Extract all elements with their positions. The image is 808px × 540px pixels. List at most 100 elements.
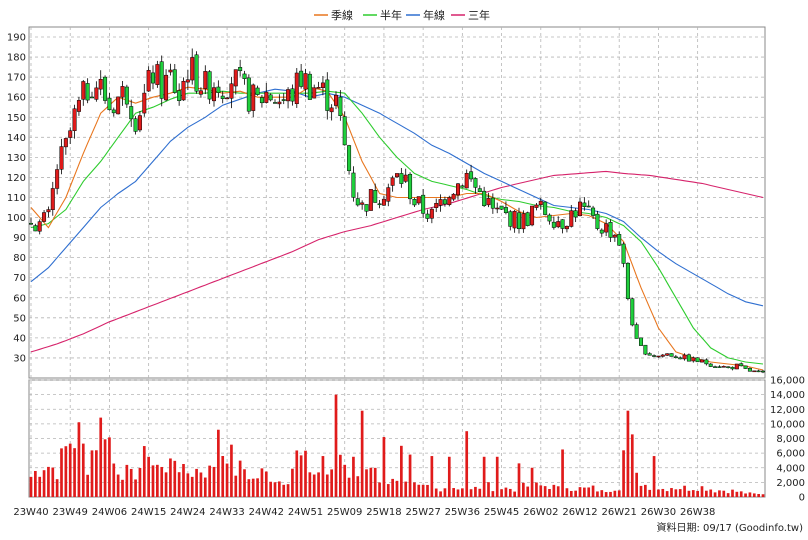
volume-bar bbox=[465, 431, 469, 497]
volume-bar bbox=[47, 466, 50, 497]
volume-tick-label: 8,000 bbox=[776, 434, 805, 445]
candle-down bbox=[647, 353, 652, 356]
volume-bar bbox=[404, 481, 408, 497]
time-tick-label: 25W36 bbox=[445, 507, 480, 518]
candle-down bbox=[543, 201, 548, 215]
volume-bar bbox=[68, 443, 72, 497]
price-tick-label: 80 bbox=[13, 253, 26, 264]
candle-down bbox=[739, 363, 744, 367]
candle-up bbox=[190, 57, 195, 81]
volume-bar bbox=[217, 429, 220, 497]
volume-bar bbox=[317, 472, 320, 497]
candle-down bbox=[238, 67, 243, 72]
candle-down bbox=[717, 366, 722, 368]
price-tick-label: 50 bbox=[13, 313, 26, 324]
candle-down bbox=[617, 234, 622, 246]
candle-down bbox=[639, 337, 643, 346]
volume-bar bbox=[426, 484, 429, 497]
volume-bar bbox=[325, 474, 329, 497]
volume-bar bbox=[51, 467, 55, 497]
volume-bar bbox=[186, 473, 190, 497]
candle-up bbox=[368, 189, 373, 211]
volume-bar bbox=[495, 456, 499, 497]
candle-down bbox=[364, 204, 369, 212]
price-tick-label: 120 bbox=[7, 173, 26, 184]
volume-bar bbox=[644, 484, 647, 497]
volume-bar bbox=[308, 472, 312, 497]
candle-down bbox=[499, 205, 504, 210]
moving-average-lines bbox=[30, 86, 764, 371]
price-tick-label: 40 bbox=[13, 333, 26, 344]
volume-bar bbox=[195, 468, 198, 497]
candle-up bbox=[660, 354, 665, 357]
volume-bar bbox=[369, 467, 373, 497]
candle-down bbox=[377, 203, 382, 206]
price-tick-label: 130 bbox=[7, 153, 26, 164]
candle-down bbox=[338, 96, 343, 116]
volume-bar bbox=[705, 490, 708, 497]
candle-down bbox=[756, 370, 761, 373]
volume-bar bbox=[108, 437, 111, 497]
candle-up bbox=[168, 69, 173, 73]
candle-up bbox=[68, 130, 73, 138]
volume-bar bbox=[169, 458, 172, 497]
candle-up bbox=[495, 207, 500, 210]
candle-down bbox=[595, 213, 600, 229]
volume-tick-label: 10,000 bbox=[770, 419, 805, 430]
volume-tick-label: 14,000 bbox=[770, 390, 805, 401]
volume-bar bbox=[365, 469, 368, 497]
ma-half-line bbox=[30, 90, 764, 365]
candle-down bbox=[207, 71, 212, 100]
volume-bar bbox=[630, 434, 634, 497]
candle-down bbox=[246, 77, 251, 112]
volume-bar bbox=[661, 488, 665, 497]
candle-down bbox=[473, 178, 478, 188]
candle-up bbox=[63, 138, 68, 148]
volume-bar bbox=[256, 478, 259, 497]
volume-bar bbox=[434, 488, 438, 497]
volume-bar bbox=[517, 463, 521, 497]
candle-up bbox=[521, 213, 526, 230]
volume-bar bbox=[548, 488, 551, 497]
volume-bar bbox=[225, 463, 229, 497]
time-tick-label: 26W30 bbox=[641, 507, 676, 518]
volume-bar bbox=[539, 485, 543, 497]
volume-bar bbox=[478, 488, 482, 497]
volume-bar bbox=[700, 486, 704, 497]
candle-down bbox=[551, 221, 556, 228]
candle-down bbox=[85, 83, 90, 101]
volume-bar bbox=[443, 488, 447, 497]
volume-bar bbox=[600, 490, 604, 497]
volume-bar bbox=[343, 464, 347, 497]
volume-bar bbox=[103, 439, 107, 497]
candle-up bbox=[416, 196, 421, 204]
volume-bar bbox=[177, 472, 181, 497]
candle-up bbox=[116, 96, 121, 115]
volume-bar bbox=[264, 471, 268, 497]
volume-bar bbox=[474, 486, 477, 497]
candle-down bbox=[621, 243, 626, 264]
volume-bar bbox=[378, 482, 381, 497]
candle-down bbox=[599, 229, 604, 234]
candle-up bbox=[294, 72, 299, 104]
price-tick-label: 190 bbox=[7, 33, 26, 44]
volume-bar bbox=[591, 485, 595, 497]
candle-down bbox=[268, 94, 273, 101]
time-tick-label: 25W18 bbox=[366, 507, 401, 518]
volume-bar bbox=[29, 476, 33, 497]
volume-bar bbox=[125, 464, 129, 497]
price-tick-label: 140 bbox=[7, 133, 26, 144]
candle-down bbox=[547, 214, 552, 222]
price-tick-label: 100 bbox=[7, 213, 26, 224]
candle-down bbox=[625, 262, 630, 299]
candle-up bbox=[734, 363, 739, 370]
candle-down bbox=[124, 86, 129, 105]
candle-down bbox=[761, 370, 765, 373]
volume-bar bbox=[190, 476, 194, 497]
candle-down bbox=[355, 198, 360, 206]
candle-down bbox=[517, 212, 521, 229]
candle-up bbox=[212, 87, 216, 102]
volume-bar bbox=[574, 490, 577, 497]
price-tick-label: 60 bbox=[13, 293, 26, 304]
candle-up bbox=[142, 92, 147, 114]
